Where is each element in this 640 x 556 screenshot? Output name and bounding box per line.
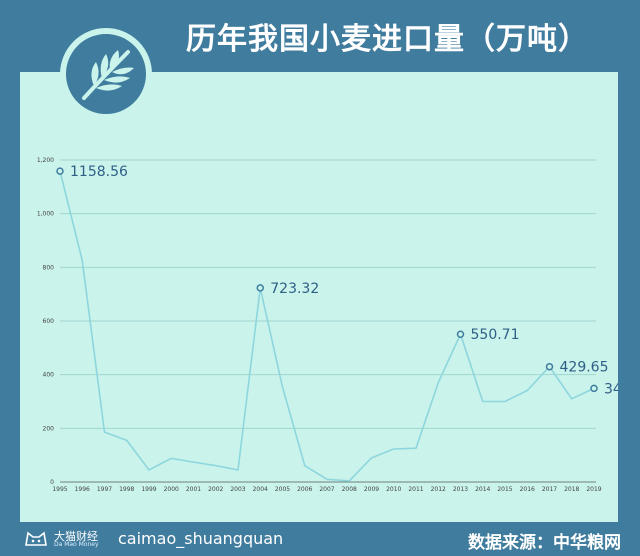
y-tick-label: 200 bbox=[43, 425, 55, 432]
wheat-icon bbox=[60, 28, 152, 120]
x-tick-label: 2002 bbox=[208, 486, 223, 493]
y-tick-label: 800 bbox=[43, 264, 55, 271]
x-tick-label: 2014 bbox=[475, 486, 490, 493]
x-tick-label: 2009 bbox=[364, 486, 379, 493]
x-tick-label: 1995 bbox=[52, 486, 67, 493]
x-tick-label: 2012 bbox=[431, 486, 446, 493]
x-tick-label: 2005 bbox=[275, 486, 290, 493]
brand-name: 大猫财经 bbox=[54, 530, 98, 543]
data-label: 429.65 bbox=[560, 360, 609, 376]
x-tick-label: 2007 bbox=[319, 486, 334, 493]
y-tick-label: 0 bbox=[50, 479, 54, 486]
x-tick-label: 2010 bbox=[386, 486, 401, 493]
x-tick-label: 2011 bbox=[408, 486, 423, 493]
data-label: 349 bbox=[604, 381, 618, 397]
y-tick-label: 1,200 bbox=[37, 157, 54, 164]
cat-icon bbox=[25, 531, 47, 546]
series-line bbox=[59, 170, 595, 482]
x-tick-label: 2013 bbox=[453, 486, 468, 493]
page-title: 历年我国小麦进口量（万吨） bbox=[186, 22, 589, 57]
data-point-marker bbox=[56, 167, 64, 175]
x-tick-label: 2006 bbox=[297, 486, 312, 493]
y-tick-label: 600 bbox=[43, 318, 55, 325]
x-tick-label: 2017 bbox=[542, 486, 557, 493]
data-point-marker bbox=[256, 284, 264, 292]
data-point-marker bbox=[590, 384, 598, 393]
line-chart: 0 200 400 600 800 1,000 1,200 1995 1996 1997 1998 1… bbox=[37, 157, 618, 493]
x-tick-label: 1997 bbox=[97, 486, 112, 493]
data-label: 723.32 bbox=[270, 281, 319, 297]
x-tick-label: 2001 bbox=[186, 486, 201, 493]
x-tick-label: 1999 bbox=[141, 486, 156, 493]
x-tick-label: 2003 bbox=[230, 486, 245, 493]
chart-panel: 0 200 400 600 800 1,000 1,200 1995 1996 1997 1998 1… bbox=[20, 72, 618, 522]
data-point-marker bbox=[456, 330, 465, 338]
x-tick-label: 2004 bbox=[253, 486, 268, 493]
y-tick-label: 1,000 bbox=[37, 211, 54, 218]
data-point-marker bbox=[545, 362, 554, 371]
x-tick-label: 2015 bbox=[497, 486, 512, 493]
data-label: 550.71 bbox=[471, 327, 520, 343]
x-tick-label: 2019 bbox=[586, 486, 601, 493]
x-tick-label: 2018 bbox=[564, 486, 579, 493]
x-tick-label: 1996 bbox=[75, 486, 90, 493]
account-handle: caimao_shuangquan bbox=[118, 529, 284, 548]
x-tick-label: 1998 bbox=[119, 486, 134, 493]
x-tick-label: 2016 bbox=[520, 486, 535, 493]
footer-bar: 大猫财经 Da Mao Money caimao_shuangquan 数据来源… bbox=[0, 524, 640, 556]
data-source: 数据来源：中华粮网 bbox=[468, 533, 621, 553]
brand-tagline: Da Mao Money bbox=[54, 541, 99, 548]
x-tick-label: 2000 bbox=[164, 486, 179, 493]
y-tick-label: 400 bbox=[43, 372, 55, 379]
x-tick-label: 2008 bbox=[342, 486, 357, 493]
data-label: 1158.56 bbox=[70, 164, 128, 180]
